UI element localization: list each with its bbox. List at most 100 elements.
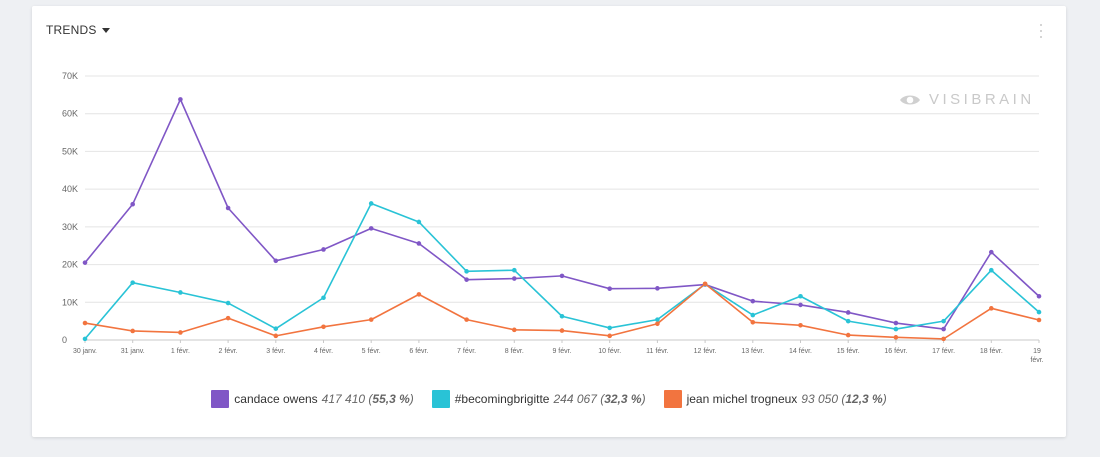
data-point-becomingbrigitte[interactable] [750, 312, 756, 318]
data-point-becomingbrigitte[interactable] [178, 290, 183, 295]
x-tick-label: 30 janv. [73, 348, 97, 355]
data-point-becomingbrigitte[interactable] [941, 318, 946, 324]
data-point-becomingbrigitte[interactable] [989, 267, 994, 273]
data-point-jean-michel-trogneux[interactable] [845, 332, 851, 338]
data-point-candace-owens[interactable] [225, 205, 231, 211]
chart-legend: candace owens 417 410 (55,3 %) #becomingbr… [32, 390, 1066, 408]
data-point-candace-owens[interactable] [941, 326, 946, 332]
caret-down-icon [101, 28, 110, 33]
data-point-jean-michel-trogneux[interactable] [702, 281, 708, 287]
series-jean-michel-trogneux [82, 281, 1042, 342]
data-point-jean-michel-trogneux[interactable] [750, 319, 756, 325]
data-point-jean-michel-trogneux[interactable] [416, 292, 422, 297]
data-point-jean-michel-trogneux[interactable] [512, 327, 517, 333]
data-point-candace-owens[interactable] [607, 286, 612, 292]
legend-series-name: candace owens [234, 392, 318, 406]
data-point-becomingbrigitte[interactable] [845, 318, 851, 324]
legend-series-percent: (32,3 %) [600, 392, 646, 406]
y-tick-label: 30K [62, 222, 78, 232]
data-point-candace-owens[interactable] [750, 298, 756, 304]
data-point-candace-owens[interactable] [989, 249, 994, 255]
data-point-becomingbrigitte[interactable] [559, 313, 565, 319]
data-point-candace-owens[interactable] [1036, 293, 1042, 299]
x-tick-label: 31 janv. [121, 348, 145, 355]
x-tick-label: 14 févr. [789, 348, 812, 355]
data-point-candace-owens[interactable] [559, 273, 565, 279]
series-line-candace-owens [84, 98, 1040, 330]
trends-dropdown[interactable]: TRENDS [46, 23, 110, 37]
data-point-candace-owens[interactable] [893, 320, 899, 326]
more-vertical-icon[interactable] [1038, 24, 1044, 38]
data-point-candace-owens[interactable] [416, 241, 422, 246]
legend-item[interactable]: #becomingbrigitte 244 067 (32,3 %) [431, 390, 646, 408]
data-point-jean-michel-trogneux[interactable] [368, 317, 374, 322]
data-point-becomingbrigitte[interactable] [82, 336, 88, 342]
data-point-jean-michel-trogneux[interactable] [655, 321, 660, 327]
x-tick-label: 13 févr. [741, 348, 764, 355]
data-point-candace-owens[interactable] [82, 260, 88, 265]
data-point-candace-owens[interactable] [178, 97, 183, 102]
data-point-becomingbrigitte[interactable] [321, 295, 326, 301]
data-point-jean-michel-trogneux[interactable] [607, 333, 612, 339]
x-tick-label: 8 févr. [505, 348, 524, 355]
data-point-candace-owens[interactable] [321, 247, 326, 252]
x-tick-label: 1 févr. [171, 348, 190, 355]
trend-line-chart: 0 10K 20K 30K 40K 50K 60K 70K 30 janv. 31 janv. 1… [62, 71, 1044, 364]
legend-series-total: 244 067 [553, 392, 601, 406]
x-tick-label: 9 févr. [552, 348, 571, 355]
legend-series-name: #becomingbrigitte [454, 392, 550, 406]
y-tick-label: 70K [62, 71, 78, 81]
data-point-candace-owens[interactable] [273, 258, 279, 264]
data-point-candace-owens[interactable] [655, 286, 660, 291]
data-point-jean-michel-trogneux[interactable] [798, 322, 803, 328]
x-tick-label: 6 févr. [409, 348, 428, 355]
data-point-becomingbrigitte[interactable] [893, 326, 899, 332]
legend-item[interactable]: candace owens 417 410 (55,3 %) [211, 390, 414, 408]
legend-swatch [431, 390, 450, 408]
data-point-candace-owens[interactable] [130, 201, 135, 207]
data-point-becomingbrigitte[interactable] [273, 326, 279, 331]
data-point-becomingbrigitte[interactable] [464, 269, 469, 274]
data-point-becomingbrigitte[interactable] [368, 201, 374, 206]
data-point-jean-michel-trogneux[interactable] [893, 335, 899, 340]
data-point-jean-michel-trogneux[interactable] [130, 328, 135, 334]
data-point-becomingbrigitte[interactable] [607, 325, 612, 331]
watermark-text: VISIBRAIN [929, 91, 1035, 108]
data-point-becomingbrigitte[interactable] [416, 219, 422, 225]
series-becomingbrigitte [82, 201, 1042, 342]
data-point-candace-owens[interactable] [368, 226, 374, 231]
legend-series-percent: (12,3 %) [841, 392, 887, 406]
data-point-jean-michel-trogneux[interactable] [989, 306, 994, 311]
data-point-becomingbrigitte[interactable] [655, 317, 660, 322]
y-tick-label: 10K [62, 297, 78, 307]
legend-item[interactable]: jean michel trogneux 93 050 (12,3 %) [663, 390, 887, 408]
x-tick-label: 18 févr. [980, 348, 1003, 355]
data-point-becomingbrigitte[interactable] [512, 267, 517, 273]
data-point-jean-michel-trogneux[interactable] [559, 328, 565, 333]
data-point-candace-owens[interactable] [464, 277, 469, 282]
data-point-candace-owens[interactable] [512, 276, 517, 281]
data-point-jean-michel-trogneux[interactable] [273, 333, 279, 339]
data-point-becomingbrigitte[interactable] [130, 280, 135, 285]
legend-series-stats: 244 067 (32,3 %) [553, 392, 645, 406]
data-point-becomingbrigitte[interactable] [798, 293, 803, 299]
data-point-jean-michel-trogneux[interactable] [82, 320, 88, 326]
data-point-jean-michel-trogneux[interactable] [941, 336, 946, 342]
x-tick-label: 11 févr. [646, 348, 668, 355]
data-point-jean-michel-trogneux[interactable] [225, 315, 231, 321]
data-point-becomingbrigitte[interactable] [225, 300, 231, 306]
data-point-jean-michel-trogneux[interactable] [464, 317, 469, 322]
data-point-jean-michel-trogneux[interactable] [321, 324, 326, 330]
data-point-candace-owens[interactable] [798, 302, 803, 308]
data-point-becomingbrigitte[interactable] [1036, 309, 1042, 315]
legend-series-percent: (55,3 %) [368, 392, 414, 406]
x-tick-label: 5 févr. [362, 348, 381, 355]
x-tick-label: 12 févr. [694, 348, 717, 355]
data-point-jean-michel-trogneux[interactable] [178, 330, 183, 335]
data-point-candace-owens[interactable] [845, 310, 851, 315]
x-tick-label: 2 févr. [219, 348, 238, 355]
data-point-jean-michel-trogneux[interactable] [1036, 317, 1042, 323]
legend-series-name: jean michel trogneux [686, 392, 798, 406]
x-tick-label: 7 févr. [457, 348, 476, 355]
eye-icon [900, 95, 920, 104]
